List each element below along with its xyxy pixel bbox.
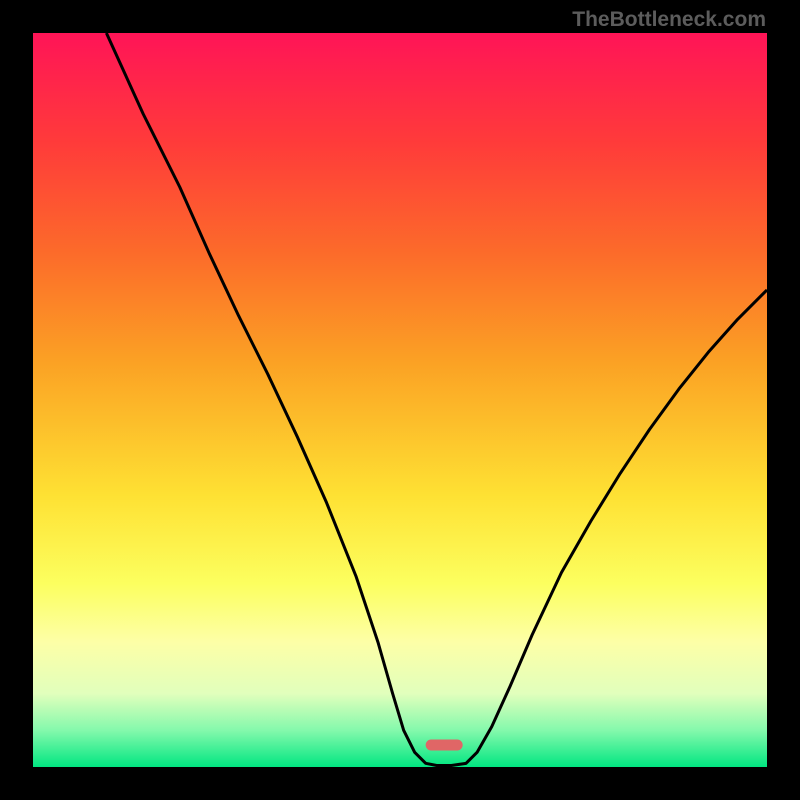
chart-svg [33,33,767,767]
optimal-marker [426,739,463,750]
bottleneck-curve [106,33,767,766]
chart-frame: TheBottleneck.com [0,0,800,800]
watermark-text: TheBottleneck.com [572,8,766,32]
bottleneck-chart [33,33,767,767]
